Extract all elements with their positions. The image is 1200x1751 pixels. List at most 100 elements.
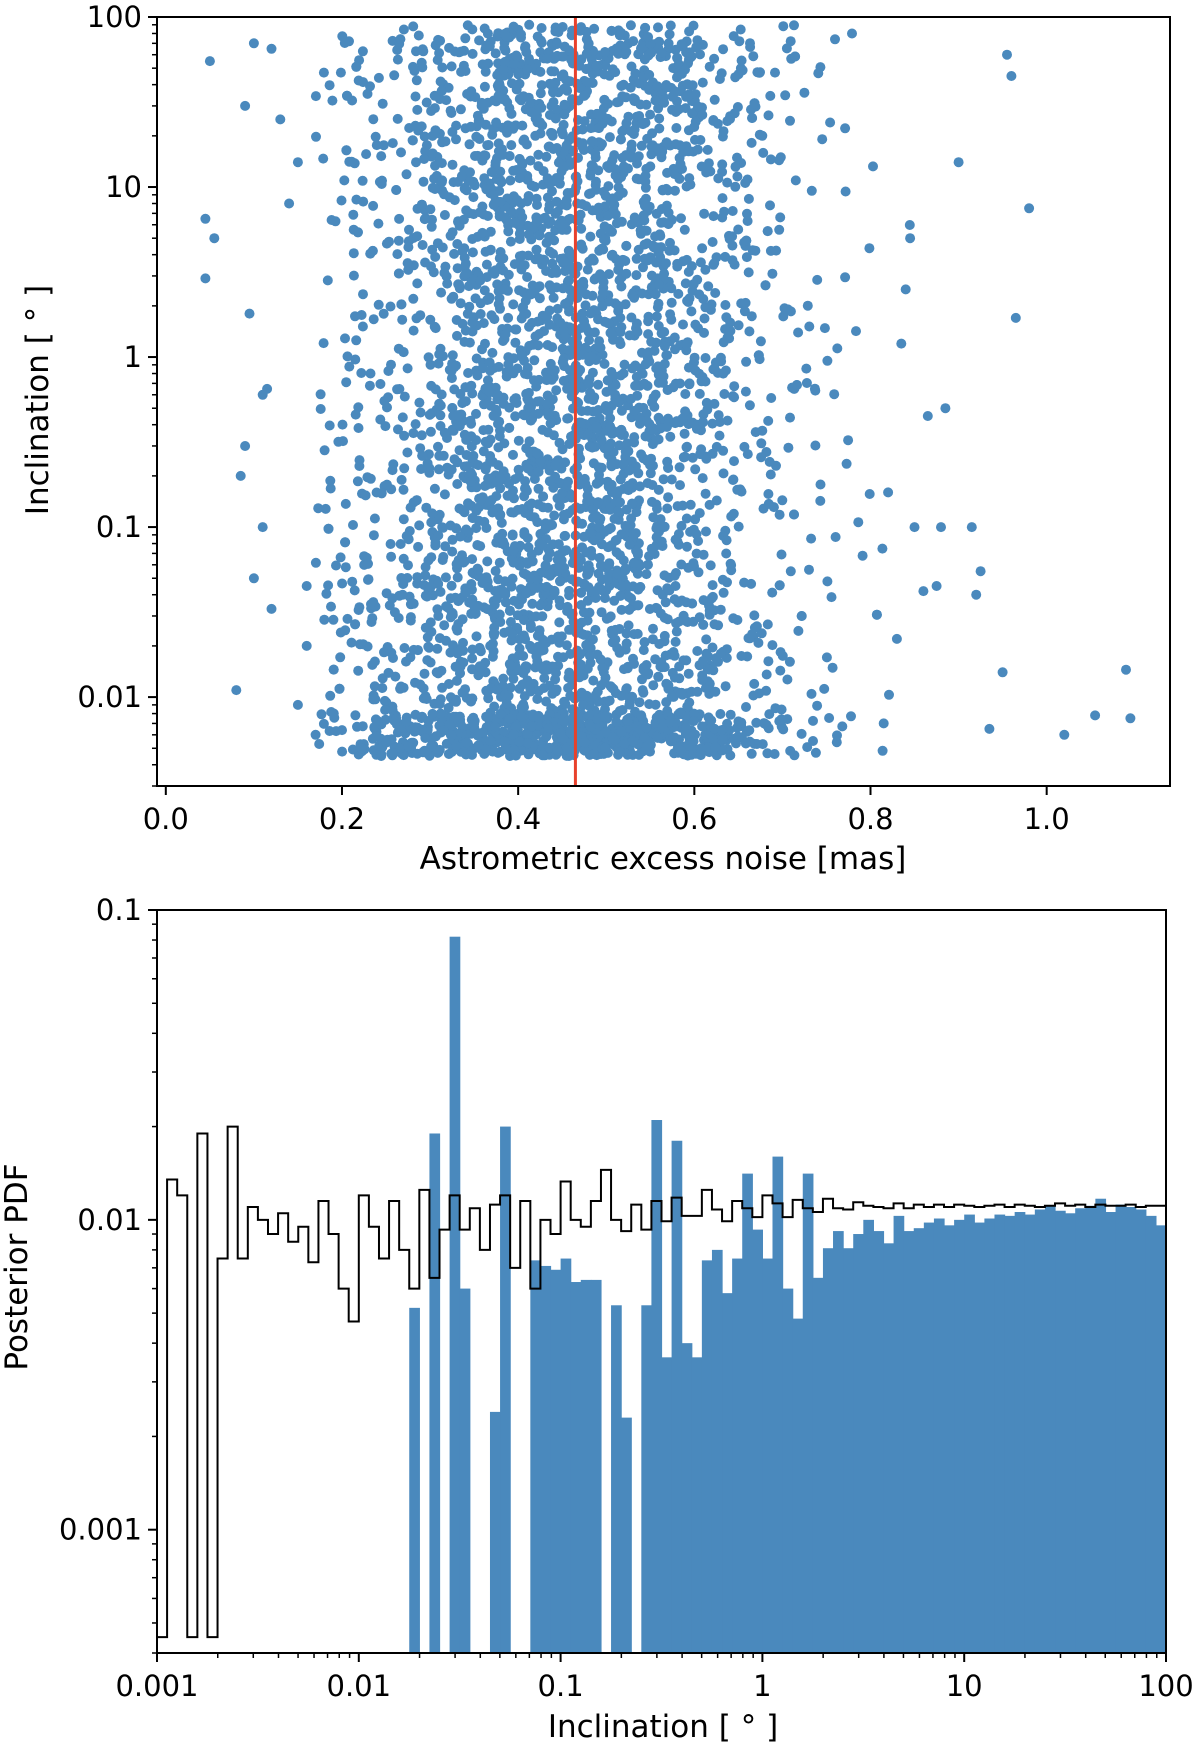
scatter-point xyxy=(511,324,522,335)
scatter-point xyxy=(533,253,544,264)
scatter-point xyxy=(584,335,595,346)
scatter-point xyxy=(739,306,750,317)
histogram-bar xyxy=(974,1222,985,1653)
scatter-point xyxy=(594,552,605,563)
scatter-point xyxy=(525,640,536,651)
scatter-point xyxy=(804,321,815,332)
scatter-point xyxy=(614,706,625,716)
scatter-point xyxy=(521,388,532,399)
scatter-point xyxy=(481,523,492,533)
scatter-point xyxy=(680,728,691,739)
scatter-point xyxy=(430,251,441,262)
scatter-point xyxy=(624,604,635,615)
scatter-point xyxy=(583,379,594,390)
scatter-point xyxy=(451,559,462,569)
scatter-point xyxy=(653,22,663,33)
scatter-point xyxy=(578,607,589,618)
scatter-point xyxy=(527,598,538,609)
scatter-point xyxy=(707,642,718,653)
scatter-point xyxy=(730,72,741,83)
scatter-point xyxy=(1121,664,1131,675)
scatter-point xyxy=(403,741,413,752)
scatter-point xyxy=(451,675,462,686)
scatter-point xyxy=(468,192,479,203)
scatter-point xyxy=(709,398,720,409)
scatter-point xyxy=(554,595,565,606)
scatter-point xyxy=(680,278,691,289)
scatter-point xyxy=(554,500,565,511)
scatter-point xyxy=(485,735,496,746)
scatter-point xyxy=(426,221,437,232)
scatter-point xyxy=(587,504,598,515)
scatter-point xyxy=(576,417,587,428)
scatter-point xyxy=(324,420,335,431)
scatter-point xyxy=(722,177,733,188)
scatter-point xyxy=(647,496,657,507)
scatter-point xyxy=(344,361,355,372)
scatter-point xyxy=(544,78,555,89)
scatter-point xyxy=(653,361,663,372)
scatter-point xyxy=(440,541,451,552)
scatter-point xyxy=(607,193,618,204)
scatter-point xyxy=(480,66,491,77)
scatter-point xyxy=(476,97,487,108)
scatter-point xyxy=(540,560,551,571)
scatter-point xyxy=(650,389,661,400)
scatter-point xyxy=(471,631,482,642)
scatter-point xyxy=(643,329,654,340)
scatter-point xyxy=(502,490,513,501)
scatter-point xyxy=(681,181,692,192)
histogram-x-ticks: 0.001 0.01 0.1 1 10 100 xyxy=(115,1653,1194,1703)
scatter-point xyxy=(449,248,460,259)
scatter-point xyxy=(734,36,745,47)
scatter-point xyxy=(466,579,477,589)
scatter-point xyxy=(432,55,443,65)
scatter-point xyxy=(439,489,450,500)
scatter-point xyxy=(319,614,330,625)
scatter-point xyxy=(466,418,477,429)
scatter-point xyxy=(389,70,400,81)
scatter-point xyxy=(429,483,440,494)
scatter-point xyxy=(576,223,587,234)
scatter-point xyxy=(379,647,389,658)
scatter-point xyxy=(629,437,640,448)
scatter-point xyxy=(698,549,709,560)
scatter-point xyxy=(566,54,577,65)
scatter-point xyxy=(740,386,751,397)
scatter-point xyxy=(579,116,590,127)
scatter-point xyxy=(719,206,730,217)
scatter-point xyxy=(320,503,331,514)
scatter-point xyxy=(537,540,548,550)
scatter-point xyxy=(762,748,773,759)
scatter-point xyxy=(404,224,414,235)
scatter-point xyxy=(632,326,643,337)
scatter-point xyxy=(572,293,583,303)
scatter-point xyxy=(466,86,477,97)
scatter-point xyxy=(704,605,715,616)
scatter-point xyxy=(564,365,575,376)
scatter-point xyxy=(585,170,596,181)
scatter-point xyxy=(446,730,457,741)
scatter-point xyxy=(671,568,681,578)
scatter-point xyxy=(689,122,700,132)
scatter-point xyxy=(698,595,709,606)
scatter-point xyxy=(644,69,655,80)
scatter-point xyxy=(616,216,627,227)
scatter-point xyxy=(376,151,387,162)
scatter-point xyxy=(318,718,329,729)
scatter-point xyxy=(626,139,637,150)
scatter-point xyxy=(776,549,787,560)
scatter-point xyxy=(606,250,617,261)
scatter-point xyxy=(629,405,640,416)
scatter-point xyxy=(692,144,703,155)
scatter-point xyxy=(532,448,542,459)
scatter-point xyxy=(535,66,546,77)
scatter-point xyxy=(316,709,327,720)
scatter-point xyxy=(709,53,720,64)
scatter-point xyxy=(604,695,615,706)
scatter-point xyxy=(922,411,933,421)
scatter-point xyxy=(587,442,598,453)
histogram-bar xyxy=(530,1260,542,1653)
scatter-point xyxy=(640,22,651,33)
scatter-point xyxy=(713,173,724,184)
